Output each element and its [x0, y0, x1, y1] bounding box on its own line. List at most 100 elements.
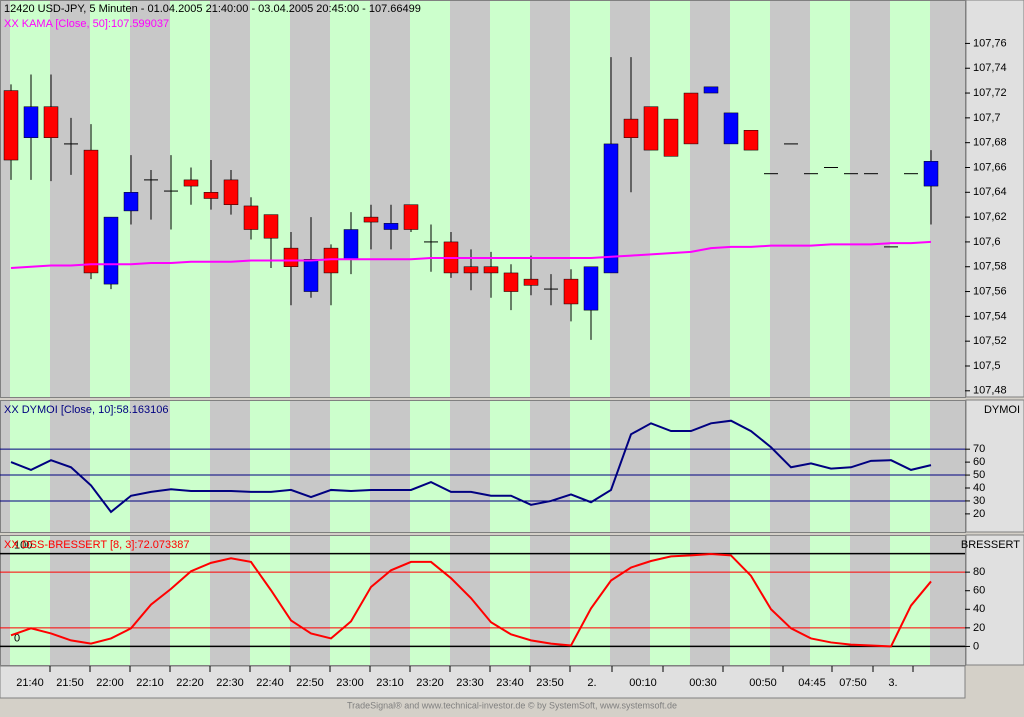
y-tick-label: 107,74	[973, 62, 1007, 74]
candle-body	[703, 86, 719, 94]
y-tick-label: 107,5	[973, 360, 1001, 372]
candle-body	[23, 106, 39, 138]
session-stripe	[170, 535, 210, 665]
axis-background	[965, 534, 1024, 666]
session-stripe	[730, 400, 770, 532]
session-stripe	[10, 535, 50, 665]
x-tick-label: 00:30	[689, 677, 717, 689]
y-tick-label: 60	[973, 456, 985, 468]
session-stripe	[10, 0, 50, 397]
x-tick-label: 21:40	[16, 677, 44, 689]
candle-body	[43, 106, 59, 138]
candle-body	[383, 223, 399, 230]
session-stripe	[90, 535, 130, 665]
candle-body	[203, 192, 219, 199]
session-stripe	[250, 535, 290, 665]
series-line	[10, 553, 932, 648]
x-tick-label: 23:30	[456, 677, 484, 689]
candle-body	[283, 247, 299, 267]
y-tick-label: 107,7	[973, 112, 1001, 124]
axis-background	[965, 399, 1024, 533]
candle-body	[623, 118, 639, 138]
panel-background	[0, 400, 965, 532]
series-legend: XX DYMOI [Close, 10]:58.163106	[4, 404, 168, 416]
candle-body	[103, 216, 119, 285]
candle-body	[303, 259, 319, 292]
candle-body	[403, 204, 419, 230]
panel-background	[0, 0, 965, 397]
series-legend: XX KAMA [Close, 50]:107.599037	[4, 18, 169, 30]
axis-background	[965, 0, 1024, 398]
session-stripe	[650, 400, 690, 532]
session-stripe	[410, 535, 450, 665]
candle-body	[563, 278, 579, 305]
y-tick-label: 107,6	[973, 236, 1001, 248]
candle-body	[583, 266, 599, 311]
session-stripe	[650, 535, 690, 665]
y-tick-label: 107,66	[973, 161, 1007, 173]
session-stripe	[250, 400, 290, 532]
session-stripe	[490, 400, 530, 532]
candle-body	[243, 205, 259, 230]
x-tick-label: 22:10	[136, 677, 164, 689]
y-tick-label: 107,68	[973, 137, 1007, 149]
candle-body	[463, 266, 479, 274]
y-tick-label: 107,54	[973, 310, 1007, 322]
y-tick-label: 20	[973, 508, 985, 520]
y-tick-label: 50	[973, 469, 985, 481]
session-stripe	[570, 535, 610, 665]
candle-body	[683, 92, 699, 145]
candle-body	[523, 278, 539, 286]
y-tick-label: 80	[973, 566, 985, 578]
y-tick-label: 107,58	[973, 261, 1007, 273]
x-tick-label: 23:50	[536, 677, 564, 689]
x-tick-label: 22:50	[296, 677, 324, 689]
session-stripe	[890, 535, 930, 665]
plot-backgrounds	[0, 0, 1024, 666]
x-tick-label: 00:50	[749, 677, 777, 689]
panel-label: BRESSERT	[961, 539, 1020, 551]
session-stripe	[410, 0, 450, 397]
y-tick-label: 60	[973, 585, 985, 597]
y-tick-label: 70	[973, 443, 985, 455]
x-tick-label: 3.	[888, 677, 897, 689]
session-stripe	[650, 0, 690, 397]
reference-label: 100	[14, 539, 32, 551]
y-tick-label: 0	[973, 640, 979, 652]
panel-background	[0, 535, 965, 665]
candle-body	[363, 216, 379, 223]
y-tick-label: 107,48	[973, 385, 1007, 397]
series-line	[10, 240, 932, 269]
x-tick-label: 04:45	[798, 677, 826, 689]
y-tick-label: 40	[973, 603, 985, 615]
session-stripe	[170, 400, 210, 532]
y-tick-label: 40	[973, 482, 985, 494]
x-tick-label: 22:00	[96, 677, 124, 689]
session-stripe	[490, 0, 530, 397]
session-stripe	[570, 0, 610, 397]
panel-label: DYMOI	[984, 404, 1020, 416]
x-tick-label: 22:30	[216, 677, 244, 689]
y-tick-label: 107,52	[973, 335, 1007, 347]
session-stripe	[730, 0, 770, 397]
x-tick-label: 23:10	[376, 677, 404, 689]
candle-body	[923, 161, 939, 187]
x-tick-label: 07:50	[839, 677, 867, 689]
candle-body	[743, 130, 759, 151]
x-tick-label: 00:10	[629, 677, 657, 689]
session-stripe	[330, 400, 370, 532]
candle-body	[723, 112, 739, 145]
y-tick-label: 107,72	[973, 87, 1007, 99]
y-tick-label: 107,56	[973, 285, 1007, 297]
session-stripe	[330, 0, 370, 397]
session-stripe	[890, 0, 930, 397]
session-stripe	[570, 400, 610, 532]
candle-body	[643, 106, 659, 151]
session-stripe	[810, 400, 850, 532]
candle-body	[483, 266, 499, 274]
candle-body	[123, 192, 139, 212]
session-stripe	[490, 535, 530, 665]
candle-body	[343, 229, 359, 260]
y-tick-label: 107,64	[973, 186, 1007, 198]
